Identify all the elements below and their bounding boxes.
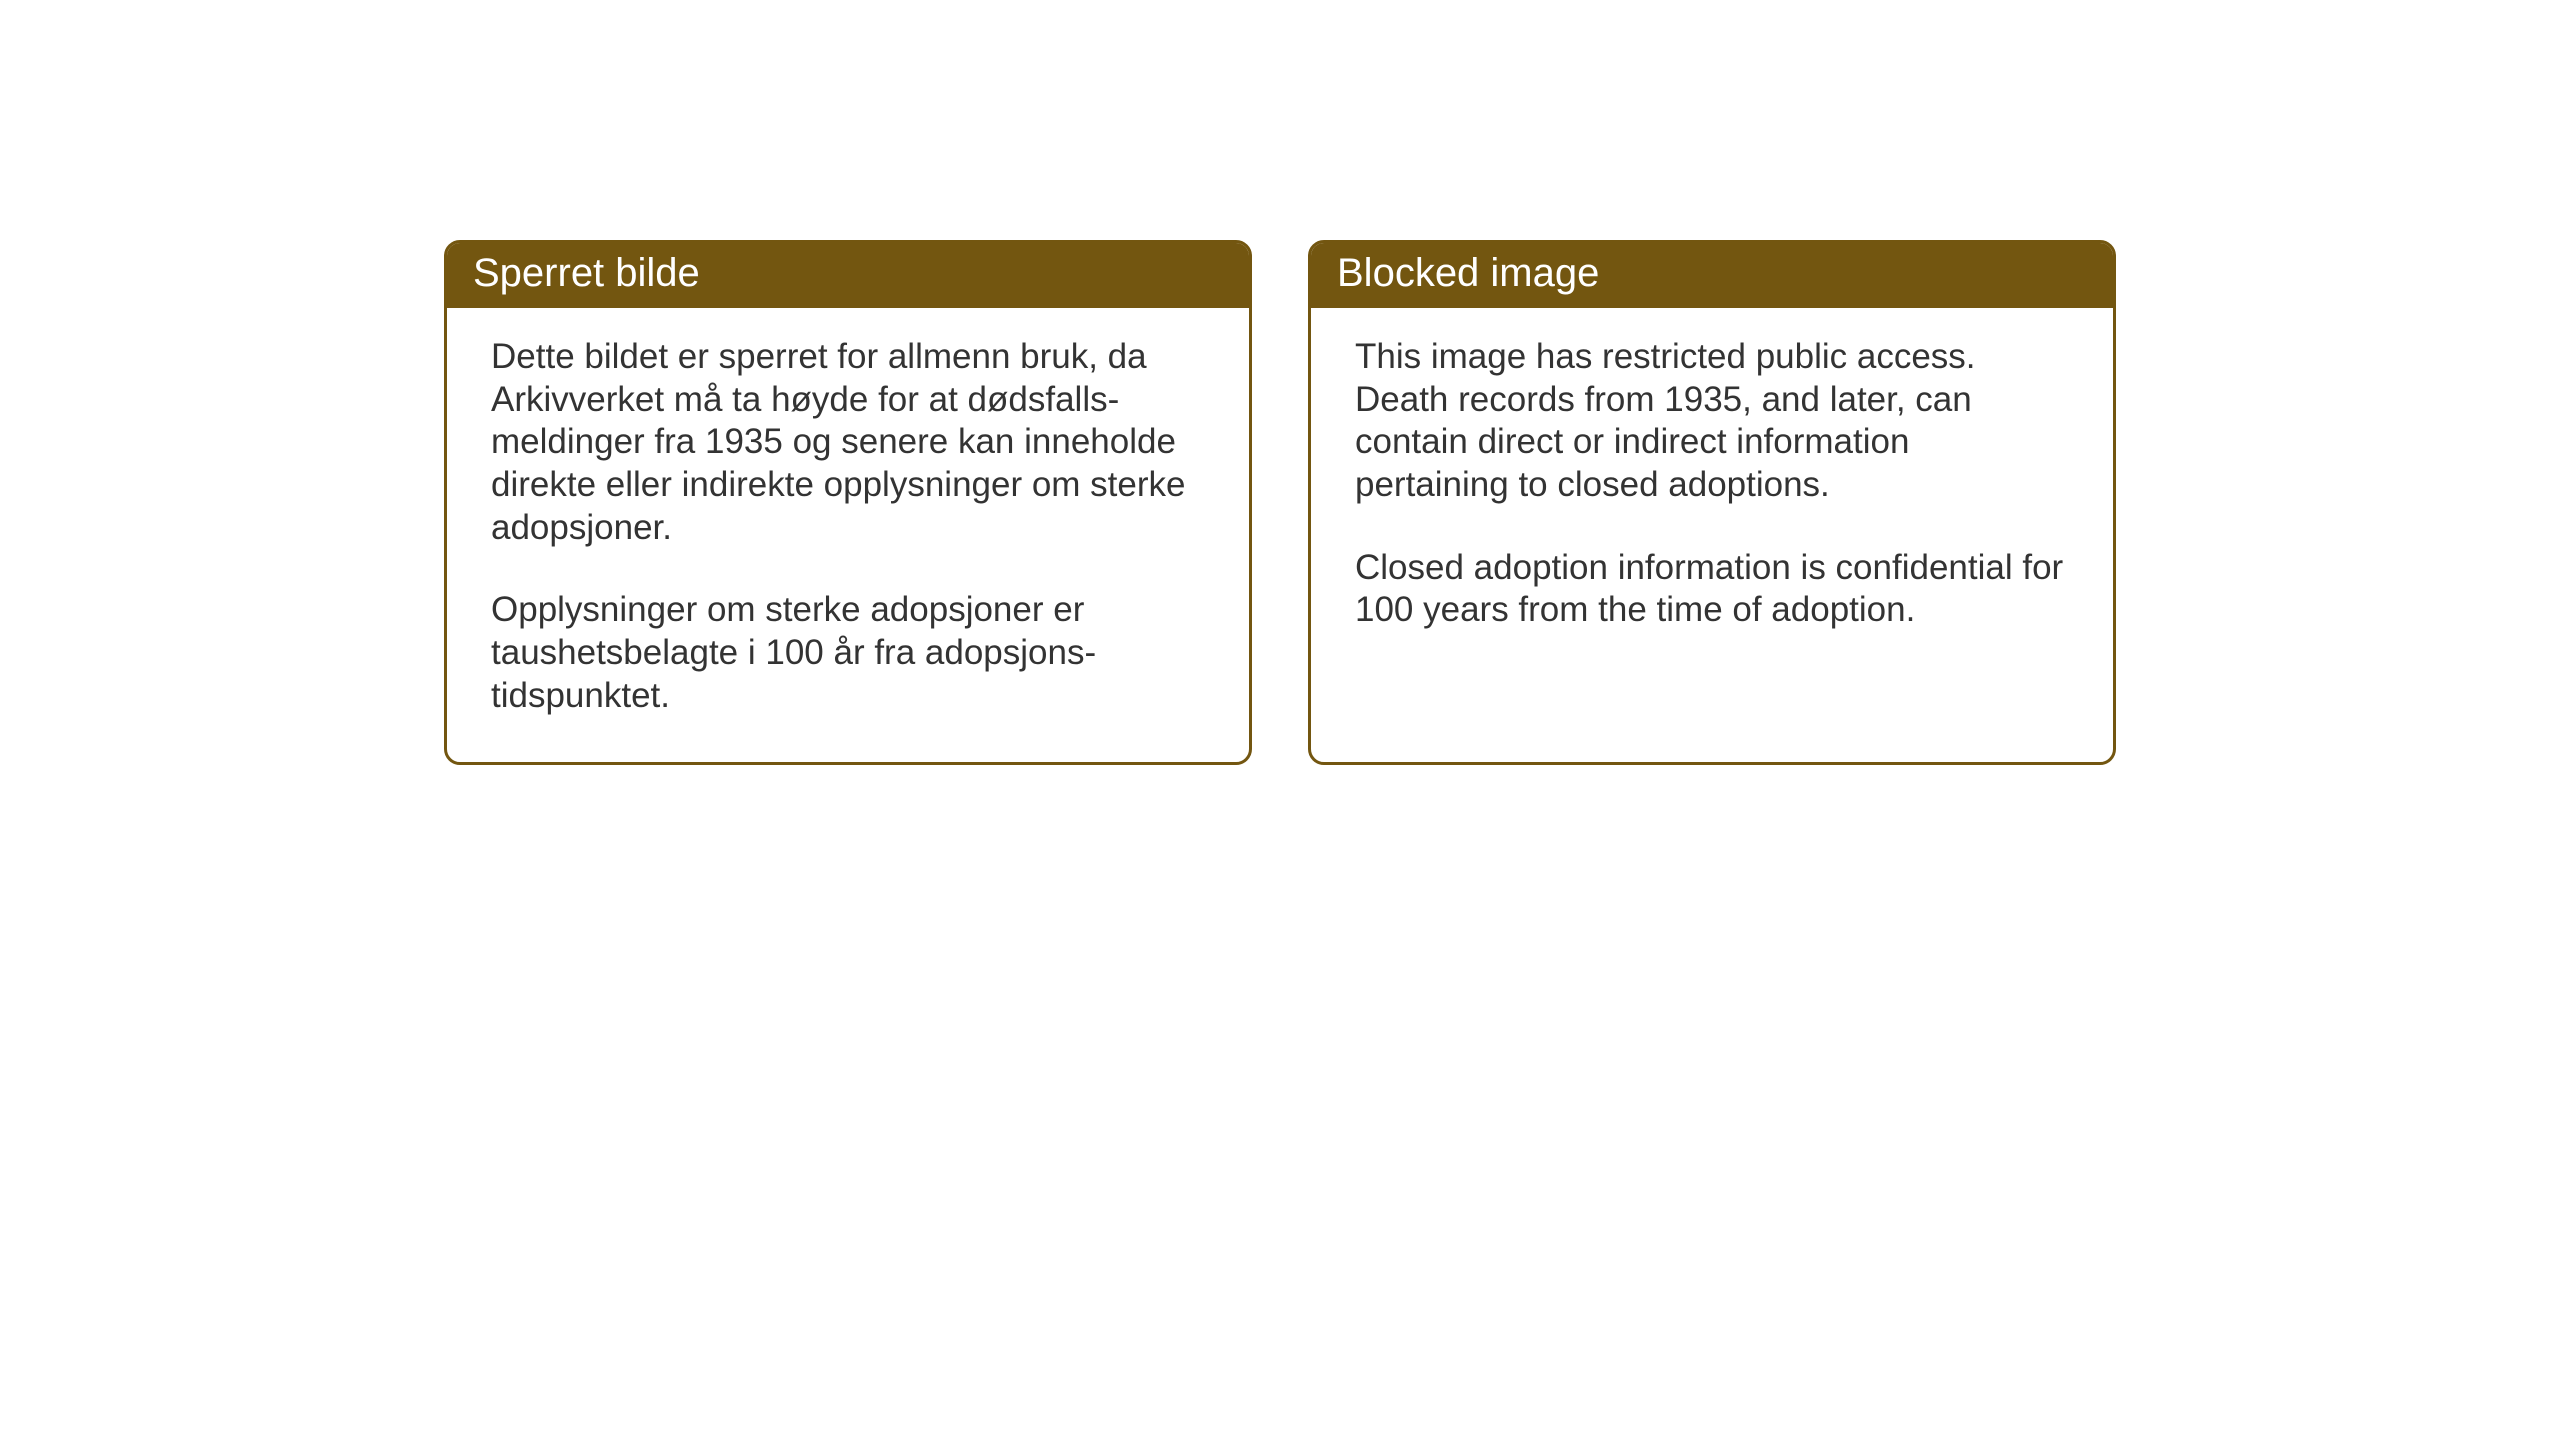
- card-norwegian-header: Sperret bilde: [447, 243, 1249, 308]
- card-norwegian-para1: Dette bildet er sperret for allmenn bruk…: [491, 336, 1205, 549]
- card-english-para2: Closed adoption information is confident…: [1355, 547, 2069, 632]
- card-norwegian-para2: Opplysninger om sterke adopsjoner er tau…: [491, 589, 1205, 717]
- card-norwegian: Sperret bilde Dette bildet er sperret fo…: [444, 240, 1252, 765]
- cards-container: Sperret bilde Dette bildet er sperret fo…: [444, 240, 2560, 765]
- card-english-para1: This image has restricted public access.…: [1355, 336, 2069, 507]
- card-english-header: Blocked image: [1311, 243, 2113, 308]
- card-english-body: This image has restricted public access.…: [1311, 308, 2113, 676]
- card-norwegian-body: Dette bildet er sperret for allmenn bruk…: [447, 308, 1249, 762]
- card-english: Blocked image This image has restricted …: [1308, 240, 2116, 765]
